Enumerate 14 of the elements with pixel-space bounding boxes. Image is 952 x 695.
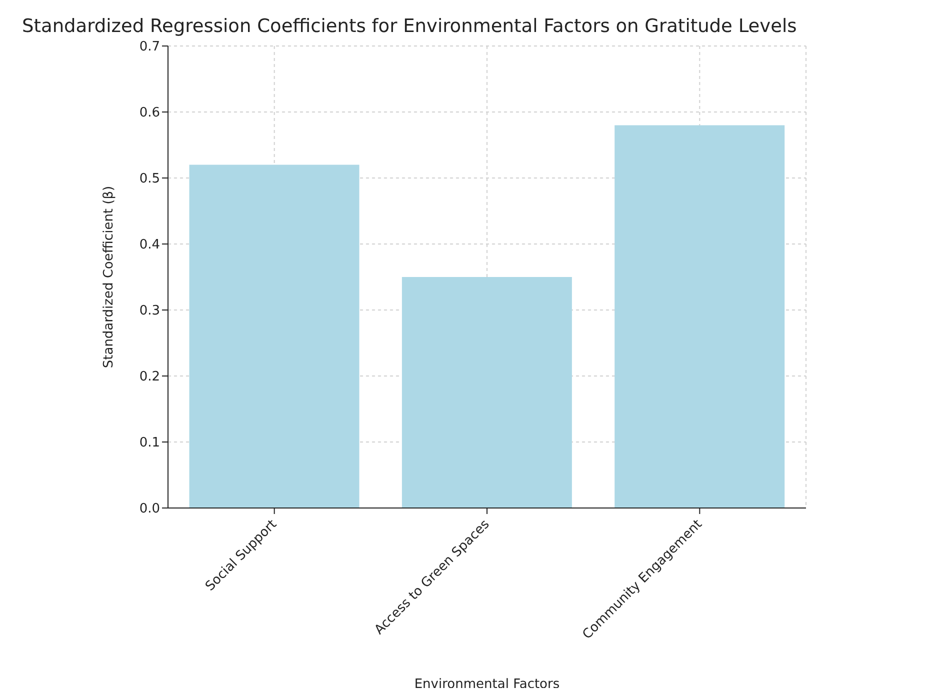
- bar: [189, 164, 360, 508]
- y-axis-title: Standardized Coefficient (β): [102, 186, 117, 368]
- y-tick-label: 0.2: [139, 370, 160, 385]
- x-axis-title: Environmental Factors: [414, 677, 560, 692]
- y-tick-label: 0.5: [139, 172, 160, 187]
- y-tick-label: 0.1: [139, 436, 160, 451]
- bar: [402, 277, 572, 508]
- y-tick-label: 0.3: [139, 304, 160, 319]
- chart-title: Standardized Regression Coefficients for Environmental Factors on Gratitude Levels: [22, 16, 797, 37]
- y-tick-label: 0.7: [139, 40, 160, 55]
- y-tick-label: 0.0: [139, 502, 160, 517]
- y-tick-label: 0.4: [139, 238, 160, 253]
- y-tick-label: 0.6: [139, 106, 160, 121]
- bar: [614, 125, 785, 508]
